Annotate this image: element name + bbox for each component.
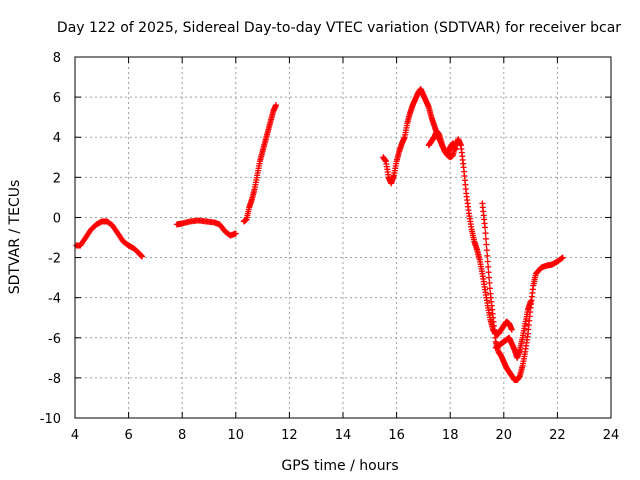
data-point: [558, 255, 565, 262]
x-tick-label: 18: [442, 428, 459, 443]
y-tick-label: 4: [53, 131, 61, 146]
y-tick-label: 0: [53, 211, 61, 226]
x-tick-label: 14: [335, 428, 352, 443]
data-point: [485, 269, 492, 276]
data-point: [452, 146, 459, 153]
y-tick-label: 8: [53, 51, 61, 66]
data-point: [482, 230, 489, 237]
y-tick-label: -8: [48, 372, 61, 387]
x-tick-label: 4: [71, 428, 79, 443]
data-point: [486, 285, 493, 292]
y-tick-label: 6: [53, 91, 61, 106]
y-tick-label: -2: [48, 252, 61, 267]
x-axis-tick-labels: 4 6 8 10 12 14 16 18 20 22 24: [71, 428, 619, 443]
data-point: [482, 235, 489, 242]
data-point: [486, 274, 493, 281]
data-point: [486, 279, 493, 286]
x-tick-label: 10: [228, 428, 245, 443]
x-tick-label: 12: [281, 428, 298, 443]
x-axis-label: GPS time / hours: [281, 458, 398, 474]
grid: [75, 57, 611, 418]
chart-title: Day 122 of 2025, Sidereal Day-to-day VTE…: [57, 20, 621, 36]
data-point: [508, 326, 515, 333]
x-tick-label: 16: [388, 428, 405, 443]
y-tick-label: -6: [48, 332, 61, 347]
y-tick-label: -10: [40, 412, 61, 427]
data-point: [559, 254, 566, 261]
y-tick-label: -4: [48, 292, 61, 307]
data-point: [139, 253, 145, 260]
data-marks: [73, 86, 566, 383]
data-point: [232, 230, 239, 237]
data-point: [484, 258, 491, 265]
data-point: [273, 102, 279, 109]
data-point: [485, 263, 492, 270]
data-point: [484, 252, 491, 259]
x-tick-label: 6: [124, 428, 132, 443]
data-point: [527, 298, 534, 305]
x-tick-label: 20: [496, 428, 513, 443]
y-axis-label: SDTVAR / TECUs: [7, 180, 23, 295]
plot-frame: [74, 56, 612, 419]
x-tick-label: 24: [603, 428, 620, 443]
x-tick-label: 8: [178, 428, 186, 443]
data-point: [483, 247, 490, 254]
x-tick-label: 22: [549, 428, 566, 443]
data-point: [482, 224, 489, 231]
y-axis-tick-labels: -10 -8 -6 -4 -2 0 2 4 6 8: [40, 51, 61, 427]
data-point: [483, 241, 490, 248]
y-tick-label: 2: [53, 171, 61, 186]
